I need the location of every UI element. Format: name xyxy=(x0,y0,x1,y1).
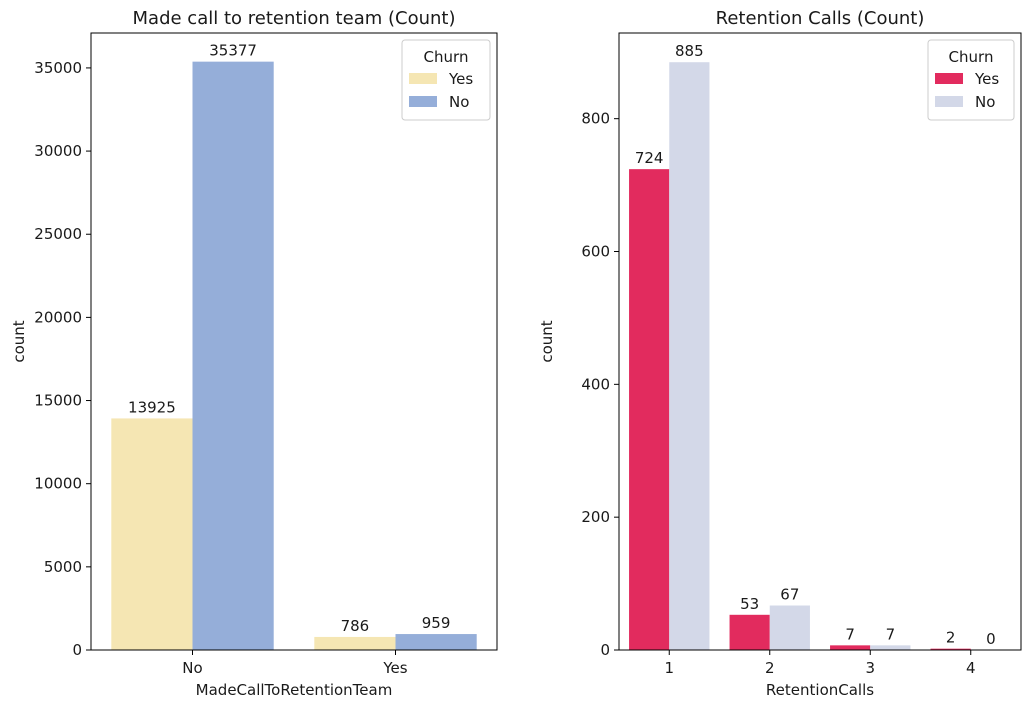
bar xyxy=(669,62,710,650)
data-label: 13925 xyxy=(128,398,176,416)
data-label: 959 xyxy=(422,614,451,632)
data-label: 724 xyxy=(635,149,664,167)
y-tick-label: 25000 xyxy=(34,225,82,243)
y-tick-label: 35000 xyxy=(34,59,82,77)
y-tick-label: 0 xyxy=(600,641,610,659)
data-label: 2 xyxy=(946,629,956,647)
x-tick-label: 1 xyxy=(664,659,674,677)
bar xyxy=(729,614,770,650)
data-label: 35377 xyxy=(209,42,257,60)
y-tick-label: 15000 xyxy=(34,392,82,410)
data-label: 7 xyxy=(845,625,855,643)
y-tick-label: 30000 xyxy=(34,142,82,160)
bar xyxy=(111,418,193,650)
legend-title: Churn xyxy=(424,48,469,66)
bar xyxy=(395,634,477,650)
legend-title: Churn xyxy=(949,48,994,66)
x-tick-label: 2 xyxy=(765,659,775,677)
data-label: 0 xyxy=(986,630,996,648)
x-tick-label: 4 xyxy=(966,659,976,677)
x-axis-label: MadeCallToRetentionTeam xyxy=(196,681,393,699)
y-axis-label: count xyxy=(10,320,28,362)
legend: Churn Yes No xyxy=(401,39,491,121)
data-label: 786 xyxy=(341,617,370,635)
y-tick-label: 0 xyxy=(72,641,82,659)
y-tick-label: 400 xyxy=(581,375,610,393)
bar xyxy=(930,648,971,650)
y-tick-label: 600 xyxy=(581,243,610,261)
data-label: 885 xyxy=(675,42,704,60)
chart-title: Made call to retention team (Count) xyxy=(133,8,456,29)
legend-label: No xyxy=(975,93,995,111)
legend-label: Yes xyxy=(974,70,999,88)
legend-swatch xyxy=(935,96,963,107)
y-tick-label: 5000 xyxy=(44,558,82,576)
bar xyxy=(629,169,670,650)
bar xyxy=(870,645,911,650)
legend: Churn Yes No xyxy=(927,39,1015,121)
x-tick-label: Yes xyxy=(382,659,407,677)
plot-frame xyxy=(90,32,498,651)
y-tick-label: 20000 xyxy=(34,308,82,326)
x-axis-label: RetentionCalls xyxy=(766,681,874,699)
data-label: 53 xyxy=(740,595,759,613)
legend-swatch xyxy=(409,96,437,107)
bar xyxy=(314,636,396,650)
plot-frame xyxy=(618,32,1022,651)
y-axis-label: count xyxy=(538,320,556,362)
legend-label: Yes xyxy=(448,70,473,88)
chart-2: 724 53 7 2 885 67 7 0 0 200 400 600 800 1 2 3 4 Retention… xyxy=(538,8,1022,699)
data-label: 7 xyxy=(886,625,896,643)
y-tick-label: 200 xyxy=(581,508,610,526)
x-tick-label: No xyxy=(182,659,202,677)
y-tick-label: 10000 xyxy=(34,475,82,493)
data-label: 67 xyxy=(780,586,799,604)
bar xyxy=(769,605,810,650)
legend-swatch xyxy=(409,73,437,84)
chart-title: Retention Calls (Count) xyxy=(716,8,925,29)
bar xyxy=(830,645,871,650)
bar xyxy=(192,61,274,651)
chart-1: 13925 786 35377 959 0 5000 10000 15000 20000 2500… xyxy=(10,8,498,699)
x-tick-label: 3 xyxy=(865,659,875,677)
legend-swatch xyxy=(935,73,963,84)
legend-label: No xyxy=(449,93,469,111)
y-tick-label: 800 xyxy=(581,110,610,128)
